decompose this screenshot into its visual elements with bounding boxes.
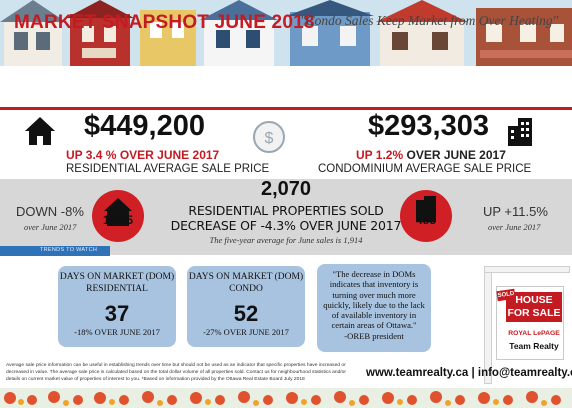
dom-residential-card: DAYS ON MARKET (DOM) RESIDENTIAL 37 -18%… <box>58 266 176 347</box>
oreb-quote: "The decrease in DOMs indicates that inv… <box>317 264 431 352</box>
condo-price-label: CONDOMINIUM AVERAGE SALE PRICE <box>318 163 532 175</box>
total-sold-change: DECREASE OF -4.3% OVER JUNE 2017 <box>170 218 402 233</box>
total-properties-sold: 2,070 <box>260 178 312 200</box>
residential-change-value: UP 3.4 % <box>66 148 117 162</box>
trends-tab <box>0 246 110 256</box>
residential-price-change: UP 3.4 % OVER JUNE 2017 <box>66 148 219 162</box>
for-sale-line1: HOUSE <box>515 294 553 306</box>
svg-text:$: $ <box>265 130 274 147</box>
residential-count-badge: 1,615 <box>92 190 144 242</box>
residential-sold-count: 1,615 <box>102 213 134 227</box>
five-year-average-note: The five-year average for June sales is … <box>209 235 363 245</box>
residential-sales-note: over June 2017 <box>24 222 77 232</box>
title-divider <box>0 107 572 110</box>
for-sale-line2: FOR SALE <box>507 307 561 319</box>
total-sold-label: RESIDENTIAL PROPERTIES SOLD <box>188 203 384 218</box>
dom-condo-change: -27% OVER JUNE 2017 <box>203 327 289 337</box>
condo-change-suffix: OVER JUNE 2017 <box>406 148 506 162</box>
dollar-icon: $ <box>252 120 286 159</box>
condo-count-badge: 455 <box>400 190 452 242</box>
dom-residential-value: 37 <box>104 301 130 326</box>
building-icon <box>506 116 536 151</box>
dom-residential-change: -18% OVER JUNE 2017 <box>74 327 160 337</box>
residential-average-price: $449,200 <box>84 110 205 142</box>
residential-change-suffix: OVER JUNE 2017 <box>119 148 220 162</box>
flowers-border <box>0 388 572 408</box>
contact-link[interactable]: www.teamrealty.ca | info@teamrealty.ca <box>366 367 572 379</box>
dom-condo-title: DAYS ON MARKET (DOM) <box>188 272 304 282</box>
houses-illustration <box>0 0 572 66</box>
condo-sales-note: over June 2017 <box>488 222 541 232</box>
dom-residential-subtitle: RESIDENTIAL <box>86 284 148 294</box>
royal-lepage-logo: ROYAL LePAGE <box>508 330 560 337</box>
dom-condo-value: 52 <box>233 301 259 326</box>
house-icon <box>24 116 56 151</box>
dom-condo-card: DAYS ON MARKET (DOM) CONDO 52 -27% OVER … <box>187 266 305 347</box>
condo-sold-count: 455 <box>415 213 437 227</box>
house-icon <box>104 198 132 226</box>
sign-arm <box>484 266 570 273</box>
trends-label: TRENDS TO WATCH <box>40 247 98 253</box>
houses-banner <box>0 0 572 66</box>
condo-change-value: UP 1.2% <box>356 148 404 162</box>
quote-text: "The decrease in DOMs indicates that inv… <box>323 269 425 331</box>
team-realty-logo: Team Realty <box>509 341 559 351</box>
quote-author: -OREB president <box>344 330 404 341</box>
condo-sales-change: UP +11.5% <box>483 204 548 219</box>
flowers-illustration <box>0 388 572 408</box>
condo-average-price: $293,303 <box>368 110 489 142</box>
dom-residential-title: DAYS ON MARKET (DOM) <box>59 272 175 282</box>
residential-price-label: RESIDENTIAL AVERAGE SALE PRICE <box>66 163 270 175</box>
dom-condo-subtitle: CONDO <box>229 284 263 294</box>
disclaimer: Average sale price information can be us… <box>6 363 347 382</box>
page-title: MARKET SNAPSHOT JUNE 2018 <box>14 12 315 33</box>
title-row <box>0 66 572 110</box>
condo-price-change: UP 1.2% OVER JUNE 2017 <box>356 148 506 162</box>
page-subtitle: "Condo Sales Keep Market from Over Heati… <box>300 13 559 28</box>
building-icon <box>416 196 436 222</box>
residential-sales-change: DOWN -8% <box>16 204 84 219</box>
